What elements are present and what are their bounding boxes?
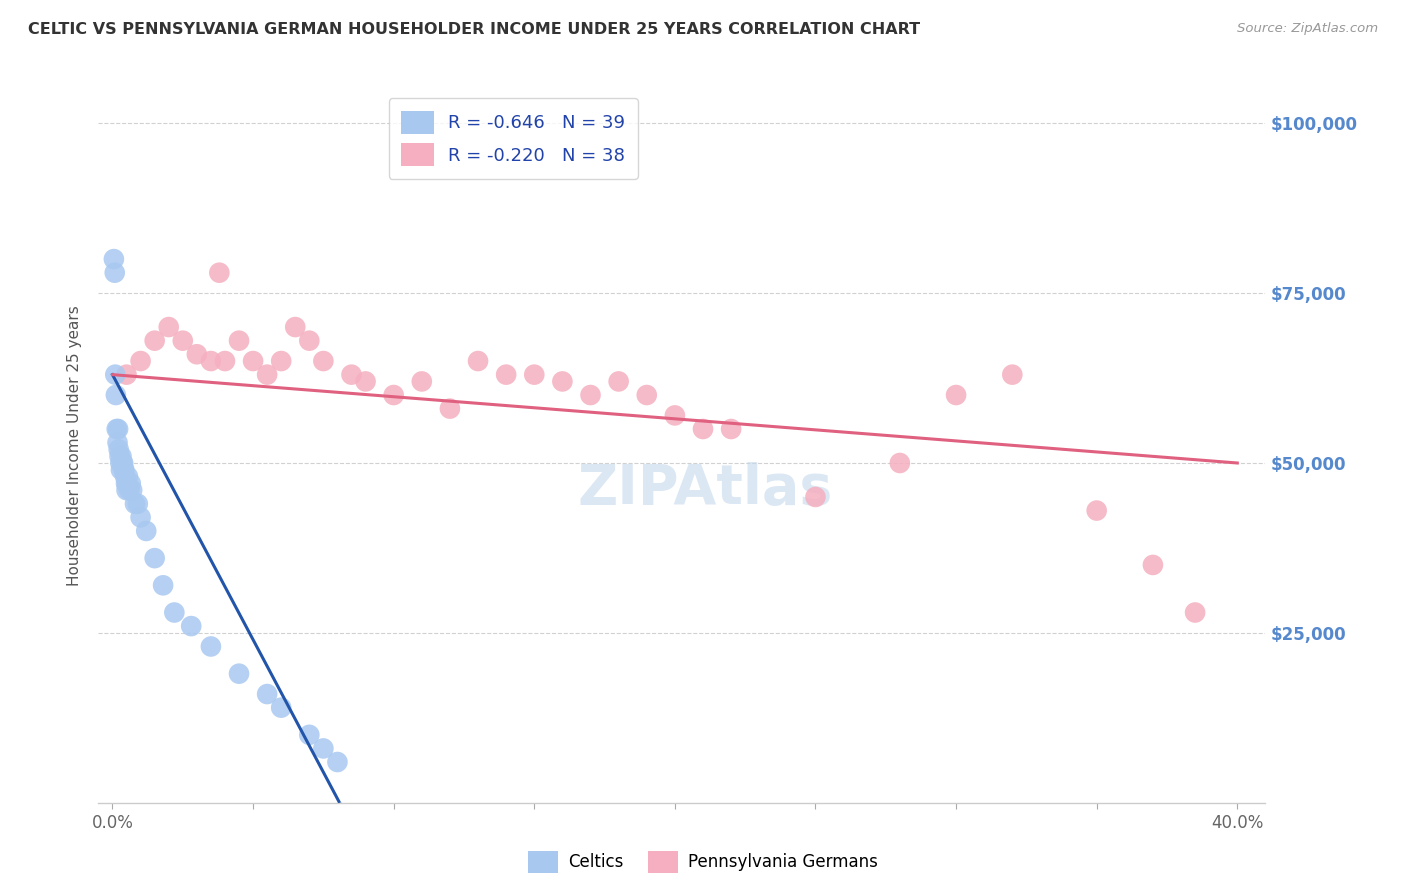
Y-axis label: Householder Income Under 25 years: Householder Income Under 25 years (67, 306, 83, 586)
Point (186, 347, 208, 361)
Point (143, 334, 166, 348)
Point (228, 666, 250, 681)
Point (180, 619, 202, 633)
Point (1085, 503, 1108, 517)
Point (117, 469, 139, 483)
Text: Source: ZipAtlas.com: Source: ZipAtlas.com (1237, 22, 1378, 36)
Legend: Celtics, Pennsylvania Germans: Celtics, Pennsylvania Germans (522, 845, 884, 880)
Point (298, 728, 321, 742)
Point (636, 388, 658, 402)
Point (114, 469, 136, 483)
Point (200, 354, 222, 368)
Point (107, 442, 129, 457)
Point (523, 368, 546, 382)
Point (143, 551, 166, 566)
Point (1142, 558, 1164, 572)
Point (103, 252, 125, 266)
Point (127, 497, 149, 511)
Point (270, 700, 292, 714)
Point (467, 354, 489, 368)
Point (163, 606, 186, 620)
Point (115, 476, 138, 491)
Point (112, 463, 135, 477)
Point (214, 354, 236, 368)
Point (129, 510, 152, 524)
Point (551, 375, 574, 389)
Point (107, 435, 129, 450)
Point (124, 497, 146, 511)
Point (298, 334, 321, 348)
Point (110, 449, 132, 463)
Point (242, 354, 264, 368)
Point (111, 456, 134, 470)
Point (135, 524, 157, 538)
Point (889, 456, 911, 470)
Point (945, 388, 967, 402)
Point (411, 375, 433, 389)
Point (129, 354, 152, 368)
Point (664, 409, 686, 423)
Point (1184, 606, 1206, 620)
Point (804, 490, 827, 504)
Point (121, 483, 143, 498)
Point (270, 354, 292, 368)
Point (115, 483, 138, 498)
Point (110, 456, 132, 470)
Point (157, 320, 180, 334)
Point (115, 476, 138, 491)
Point (579, 388, 602, 402)
Point (1001, 368, 1024, 382)
Point (382, 388, 405, 402)
Point (228, 334, 250, 348)
Point (495, 368, 517, 382)
Point (104, 368, 127, 382)
Point (152, 578, 174, 592)
Point (326, 755, 349, 769)
Point (120, 476, 142, 491)
Point (607, 375, 630, 389)
Point (284, 320, 307, 334)
Point (312, 741, 335, 756)
Point (110, 463, 132, 477)
Point (312, 354, 335, 368)
Point (112, 456, 135, 470)
Point (720, 422, 742, 436)
Point (439, 401, 461, 416)
Point (105, 422, 128, 436)
Text: CELTIC VS PENNSYLVANIA GERMAN HOUSEHOLDER INCOME UNDER 25 YEARS CORRELATION CHAR: CELTIC VS PENNSYLVANIA GERMAN HOUSEHOLDE… (28, 22, 921, 37)
Point (118, 483, 141, 498)
Point (354, 375, 377, 389)
Point (692, 422, 714, 436)
Point (104, 388, 127, 402)
Point (200, 640, 222, 654)
Point (172, 334, 194, 348)
Point (256, 368, 278, 382)
Text: ZIPAtlas: ZIPAtlas (578, 462, 832, 516)
Point (108, 449, 131, 463)
Point (112, 463, 135, 477)
Point (256, 687, 278, 701)
Point (107, 422, 129, 436)
Point (104, 266, 127, 280)
Point (115, 368, 138, 382)
Point (340, 368, 363, 382)
Legend: R = -0.646   N = 39, R = -0.220   N = 38: R = -0.646 N = 39, R = -0.220 N = 38 (388, 98, 638, 179)
Point (208, 266, 231, 280)
